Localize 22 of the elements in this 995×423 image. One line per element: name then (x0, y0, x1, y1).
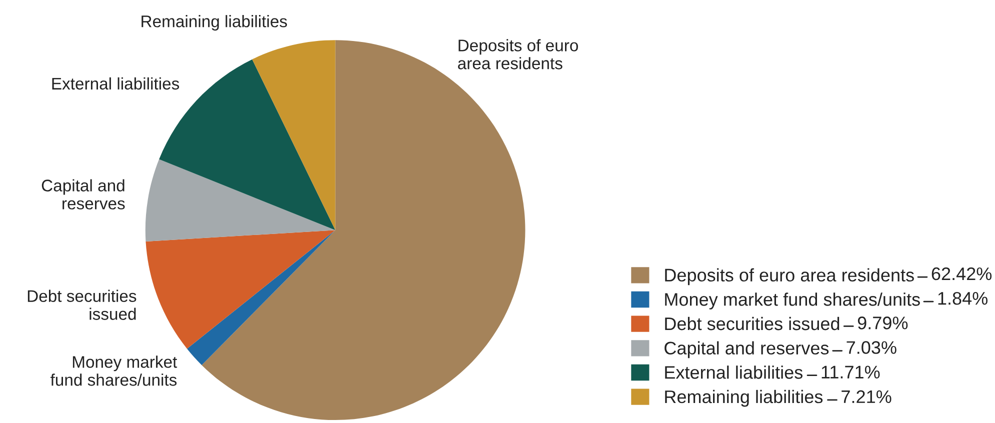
data-label: 62.42% (932, 267, 992, 280)
data-label: 7.03% (846, 341, 896, 354)
data-label: 9.79% (858, 316, 908, 330)
pie-slice (187, 230, 336, 366)
legend-label: Money market fund shares/units (665, 292, 920, 310)
pie-slice (145, 159, 336, 242)
data-label: 11.71% (822, 366, 880, 378)
data-label: 7.21% (842, 390, 892, 404)
pie-slice (146, 230, 336, 349)
slice-label: External liabilities (52, 77, 180, 90)
slice-label: Debt securities issued (28, 290, 136, 320)
legend-label: Deposits of euro area residents (665, 268, 914, 286)
legend-label: Capital and reserves (664, 341, 829, 358)
slice-label: Deposits of euro area residents (458, 39, 578, 70)
legend-label: Debt securities issued (665, 316, 840, 330)
legend-label: Remaining liabilities (665, 390, 823, 407)
data-label: 1.84% (938, 292, 988, 305)
slice-label: Money market fund shares/units (50, 356, 178, 386)
slice-label: Capital and reserves (42, 179, 125, 210)
pie-slice (252, 40, 336, 230)
slice-label: Remaining liabilities (142, 15, 287, 31)
legend-label: External liabilities (665, 366, 802, 379)
